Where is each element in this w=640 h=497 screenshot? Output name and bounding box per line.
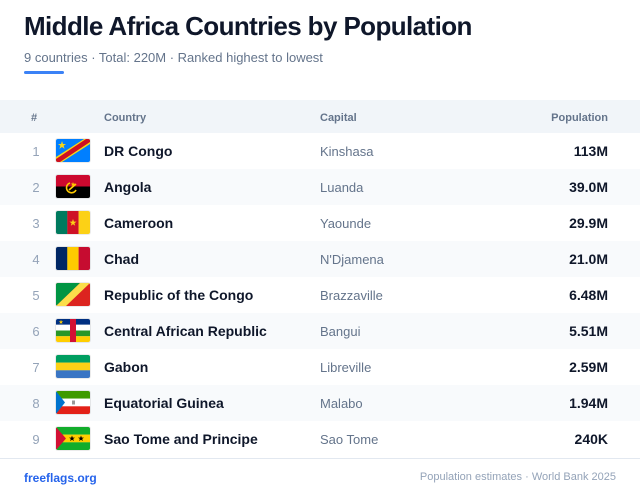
rank-column-header: # [31, 112, 38, 124]
republic-of-the-congo-flag-icon [56, 283, 90, 306]
row-rank: 9 [32, 432, 40, 447]
page-title: Middle Africa Countries by Population [24, 11, 472, 41]
page-subtitle: 9 countries · Total: 220M · Ranked highe… [24, 50, 323, 65]
population-column-header: Population [551, 112, 608, 124]
table-header: # Country Capital Population [0, 100, 640, 133]
row-country: Gabon [104, 359, 149, 375]
row-country: Central African Republic [104, 323, 267, 339]
row-country: Angola [104, 179, 152, 195]
row-population: 39.0M [569, 179, 608, 195]
row-capital: Libreville [320, 360, 372, 375]
table-row: 7 Gabon Libreville 2.59M [0, 349, 640, 385]
row-capital: Bangui [320, 324, 361, 339]
footer: freeflags.org Population estimates · Wor… [0, 458, 640, 497]
row-capital: Sao Tome [320, 432, 379, 447]
row-population: 2.59M [569, 359, 608, 375]
row-country: Republic of the Congo [104, 287, 254, 303]
capital-column-header: Capital [320, 112, 357, 124]
central-african-republic-flag-icon [56, 319, 90, 342]
row-population: 29.9M [569, 215, 608, 231]
table-row: 9 Sao Tome and Principe Sao Tome 240K [0, 421, 640, 457]
gabon-flag-icon [56, 355, 90, 378]
table-row: 2 Angola Luanda 39.0M [0, 169, 640, 205]
table-row: 4 Chad N'Djamena 21.0M [0, 241, 640, 277]
row-capital: Malabo [320, 396, 363, 411]
row-rank: 6 [32, 324, 40, 339]
row-population: 113M [573, 143, 608, 159]
row-rank: 7 [32, 360, 40, 375]
row-rank: 1 [32, 144, 40, 159]
freeflags-link[interactable]: freeflags.org [24, 471, 97, 485]
row-capital: Yaounde [320, 216, 372, 231]
dr-congo-flag-icon [56, 139, 90, 162]
row-population: 240K [574, 431, 608, 447]
table-body: 1 DR Congo Kinshasa 113M 2 [0, 133, 640, 457]
row-rank: 4 [32, 252, 40, 267]
country-column-header: Country [104, 112, 147, 124]
equatorial-guinea-flag-icon [56, 391, 90, 414]
data-source-note: Population estimates · World Bank 2025 [419, 471, 616, 483]
table-row: 8 Equatorial Guinea Malabo 1.94M [0, 385, 640, 421]
row-population: 1.94M [569, 395, 608, 411]
row-capital: Kinshasa [320, 144, 374, 159]
angola-flag-icon [56, 175, 90, 198]
row-population: 21.0M [569, 251, 608, 267]
row-population: 5.51M [569, 323, 608, 339]
title-accent-bar [24, 71, 64, 74]
row-rank: 3 [32, 216, 40, 231]
table-row: 5 Republic of the Congo Brazzaville 6.48… [0, 277, 640, 313]
row-rank: 8 [32, 396, 40, 411]
row-country: Chad [104, 251, 139, 267]
row-population: 6.48M [569, 287, 608, 303]
row-capital: Luanda [320, 180, 364, 195]
table-row: 6 Central African Republic Bangui 5.51M [0, 313, 640, 349]
row-rank: 5 [32, 288, 40, 303]
cameroon-flag-icon [56, 211, 90, 234]
table-row: 1 DR Congo Kinshasa 113M [0, 133, 640, 169]
chad-flag-icon [56, 247, 90, 270]
row-country: Equatorial Guinea [104, 395, 224, 411]
population-table: # Country Capital Population 1 DR Congo … [0, 100, 640, 457]
row-capital: Brazzaville [320, 288, 383, 303]
row-country: DR Congo [104, 143, 173, 159]
row-rank: 2 [32, 180, 40, 195]
row-capital: N'Djamena [320, 252, 384, 267]
sao-tome-and-principe-flag-icon [56, 427, 90, 450]
table-row: 3 Cameroon Yaounde 29.9M [0, 205, 640, 241]
row-country: Cameroon [104, 215, 174, 231]
row-country: Sao Tome and Principe [104, 431, 258, 447]
